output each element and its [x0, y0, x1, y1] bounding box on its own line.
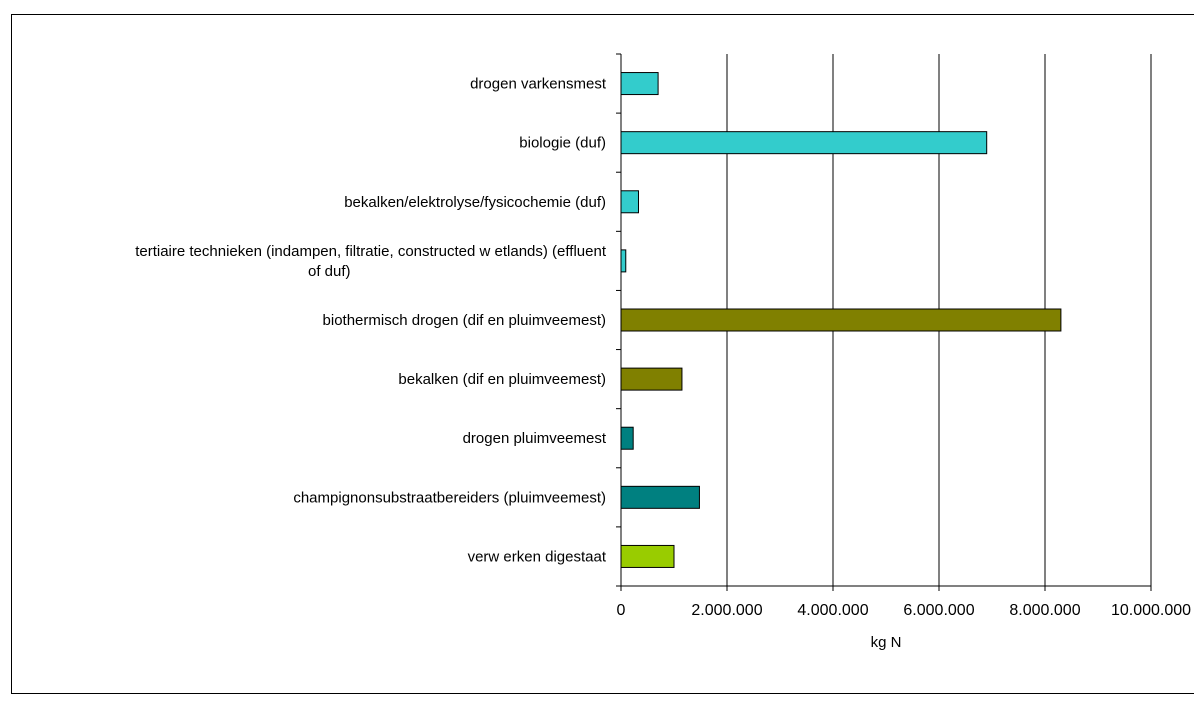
category-label: biothermisch drogen (dif en pluimveemest… — [323, 312, 606, 329]
category-label: of duf) — [308, 263, 351, 280]
category-label: verw erken digestaat — [468, 548, 607, 565]
bar-chart: 0 2.000.000 4.000.000 6.000.000 8.000.000 10.… — [135, 53, 1191, 651]
x-tick-label: 4.000.000 — [797, 602, 868, 619]
x-axis-label: kg N — [871, 634, 902, 651]
bar — [620, 544, 675, 568]
category-label: drogen pluimveemest — [463, 430, 607, 447]
bar — [620, 190, 639, 214]
x-tick-label: 2.000.000 — [691, 602, 762, 619]
x-tick-label: 8.000.000 — [1009, 602, 1080, 619]
category-label: biologie (duf) — [519, 135, 606, 152]
bar — [620, 131, 988, 155]
category-label: bekalken/elektrolyse/fysicochemie (duf) — [344, 194, 606, 211]
bar — [620, 367, 683, 391]
x-tick-label: 10.000.000 — [1111, 602, 1191, 619]
bar — [620, 249, 627, 273]
category-label: drogen varkensmest — [470, 76, 607, 93]
bar — [620, 72, 659, 96]
x-tick-label: 0 — [617, 602, 626, 619]
bar — [620, 308, 1062, 332]
bar — [620, 426, 634, 450]
category-label: bekalken (dif en pluimveemest) — [398, 371, 606, 388]
category-label: tertiaire technieken (indampen, filtrati… — [135, 243, 607, 260]
x-tick-label: 6.000.000 — [903, 602, 974, 619]
category-label: champignonsubstraatbereiders (pluimveeme… — [293, 489, 606, 506]
bar — [620, 485, 700, 509]
chart-frame: 0 2.000.000 4.000.000 6.000.000 8.000.000 10.… — [11, 14, 1194, 694]
